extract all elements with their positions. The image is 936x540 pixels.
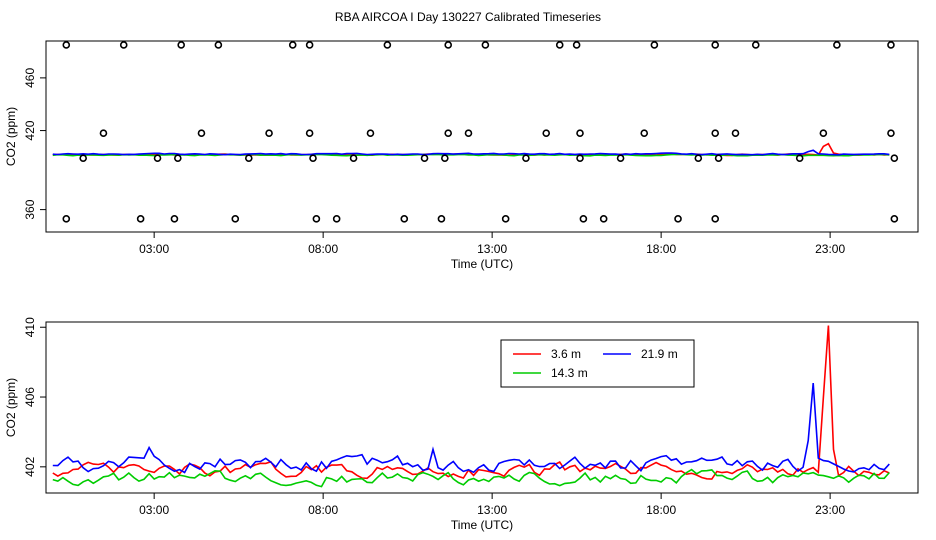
plot-area [52,41,899,223]
y-tick-label: 406 [23,387,37,407]
calibration-point [177,41,185,49]
calibration-point [795,154,804,163]
calibration-point [576,154,584,163]
plot-frame [45,321,919,494]
calibration-point [119,41,128,49]
calibration-point [197,129,206,138]
legend-label: 21.9 m [641,347,678,361]
calibration-point [522,154,530,163]
calibration-point [420,154,429,163]
calibration-point [731,129,740,138]
calibration-point [890,215,899,223]
calibration-point [244,154,253,163]
series-line-3-6-m [52,325,890,480]
calibration-point [79,154,87,163]
x-tick-label: 23:00 [815,242,845,256]
calibration-point [819,129,828,138]
calibration-point [555,41,564,49]
x-axis-title: Time (UTC) [451,518,513,532]
calibration-point [501,215,510,223]
legend-box [500,339,695,388]
x-tick-label: 08:00 [308,242,338,256]
calibration-point [288,41,297,49]
calibration-point [153,154,162,163]
calibration-point [572,41,581,49]
calibration-point [214,41,223,49]
x-axis-title: Time (UTC) [451,257,513,271]
calibration-point [174,154,182,163]
calibration-point [62,41,71,49]
calibration-point [332,215,341,223]
calibration-point [833,41,841,49]
calibration-point [887,129,895,138]
bottom-panel: 03:00 08:00 13:00 18:00 23:00 402 406 410 Time (… [4,317,919,532]
calibration-point [640,129,649,138]
calibration-point [136,215,145,223]
calibration-point [616,154,625,163]
calibration-point [305,41,314,49]
calibration-point [305,129,314,138]
y-tick-label: 420 [23,120,37,140]
calibration-point [265,129,273,138]
plot-frame [45,40,919,233]
calibration-point [366,129,375,138]
calibration-point [576,129,584,138]
calibration-point [599,215,608,223]
calibration-point [711,129,720,138]
series-line-21-9-m [52,383,890,474]
calibration-point [890,154,899,163]
x-tick-label: 18:00 [646,242,676,256]
y-axis-title: CO2 (ppm) [4,378,18,437]
legend-label: 14.3 m [551,366,588,380]
calibration-point [349,154,358,163]
calibration-point [694,154,703,163]
calibration-point [674,215,682,223]
calibration-point [579,215,588,223]
legend-label: 3.6 m [551,347,581,361]
chart-title: RBA AIRCOA I Day 130227 Calibrated Times… [335,10,601,24]
y-tick-label: 410 [23,317,37,337]
y-tick-label: 360 [23,199,37,219]
calibration-point [62,215,71,223]
x-tick-label: 18:00 [646,503,676,517]
x-tick-label: 03:00 [139,503,169,517]
y-tick-label: 402 [23,456,37,476]
calibration-point [711,215,720,223]
calibration-point [542,129,551,138]
calibration-point [650,41,659,49]
calibration-point [444,41,453,49]
calibration-point [711,41,720,49]
x-tick-label: 03:00 [139,242,169,256]
calibration-point [170,215,179,223]
series-line-14-3-m [52,468,890,488]
plot-area [52,325,890,488]
calibration-point [481,41,490,49]
x-tick-label: 13:00 [477,503,507,517]
calibration-point [383,41,392,49]
y-tick-label: 460 [23,68,37,88]
calibration-point [231,215,240,223]
calibration-point [464,129,473,138]
calibration-point [312,215,321,223]
calibration-point [437,215,446,223]
calibration-point [887,41,895,49]
x-tick-label: 08:00 [308,503,338,517]
top-panel: 03:00 08:00 13:00 18:00 23:00 360 420 460 Time (… [4,40,919,271]
x-tick-label: 13:00 [477,242,507,256]
series-line-21-9-m [52,149,890,156]
calibration-point [714,154,723,163]
calibration-point [444,129,453,138]
calibration-point [751,41,760,49]
x-tick-label: 23:00 [815,503,845,517]
calibration-point [441,154,449,163]
calibration-point [99,129,108,138]
calibration-point [309,154,317,163]
y-axis-title: CO2 (ppm) [4,107,18,166]
legend: 3.6 m 21.9 m 14.3 m [500,339,695,388]
calibration-point [400,215,409,223]
